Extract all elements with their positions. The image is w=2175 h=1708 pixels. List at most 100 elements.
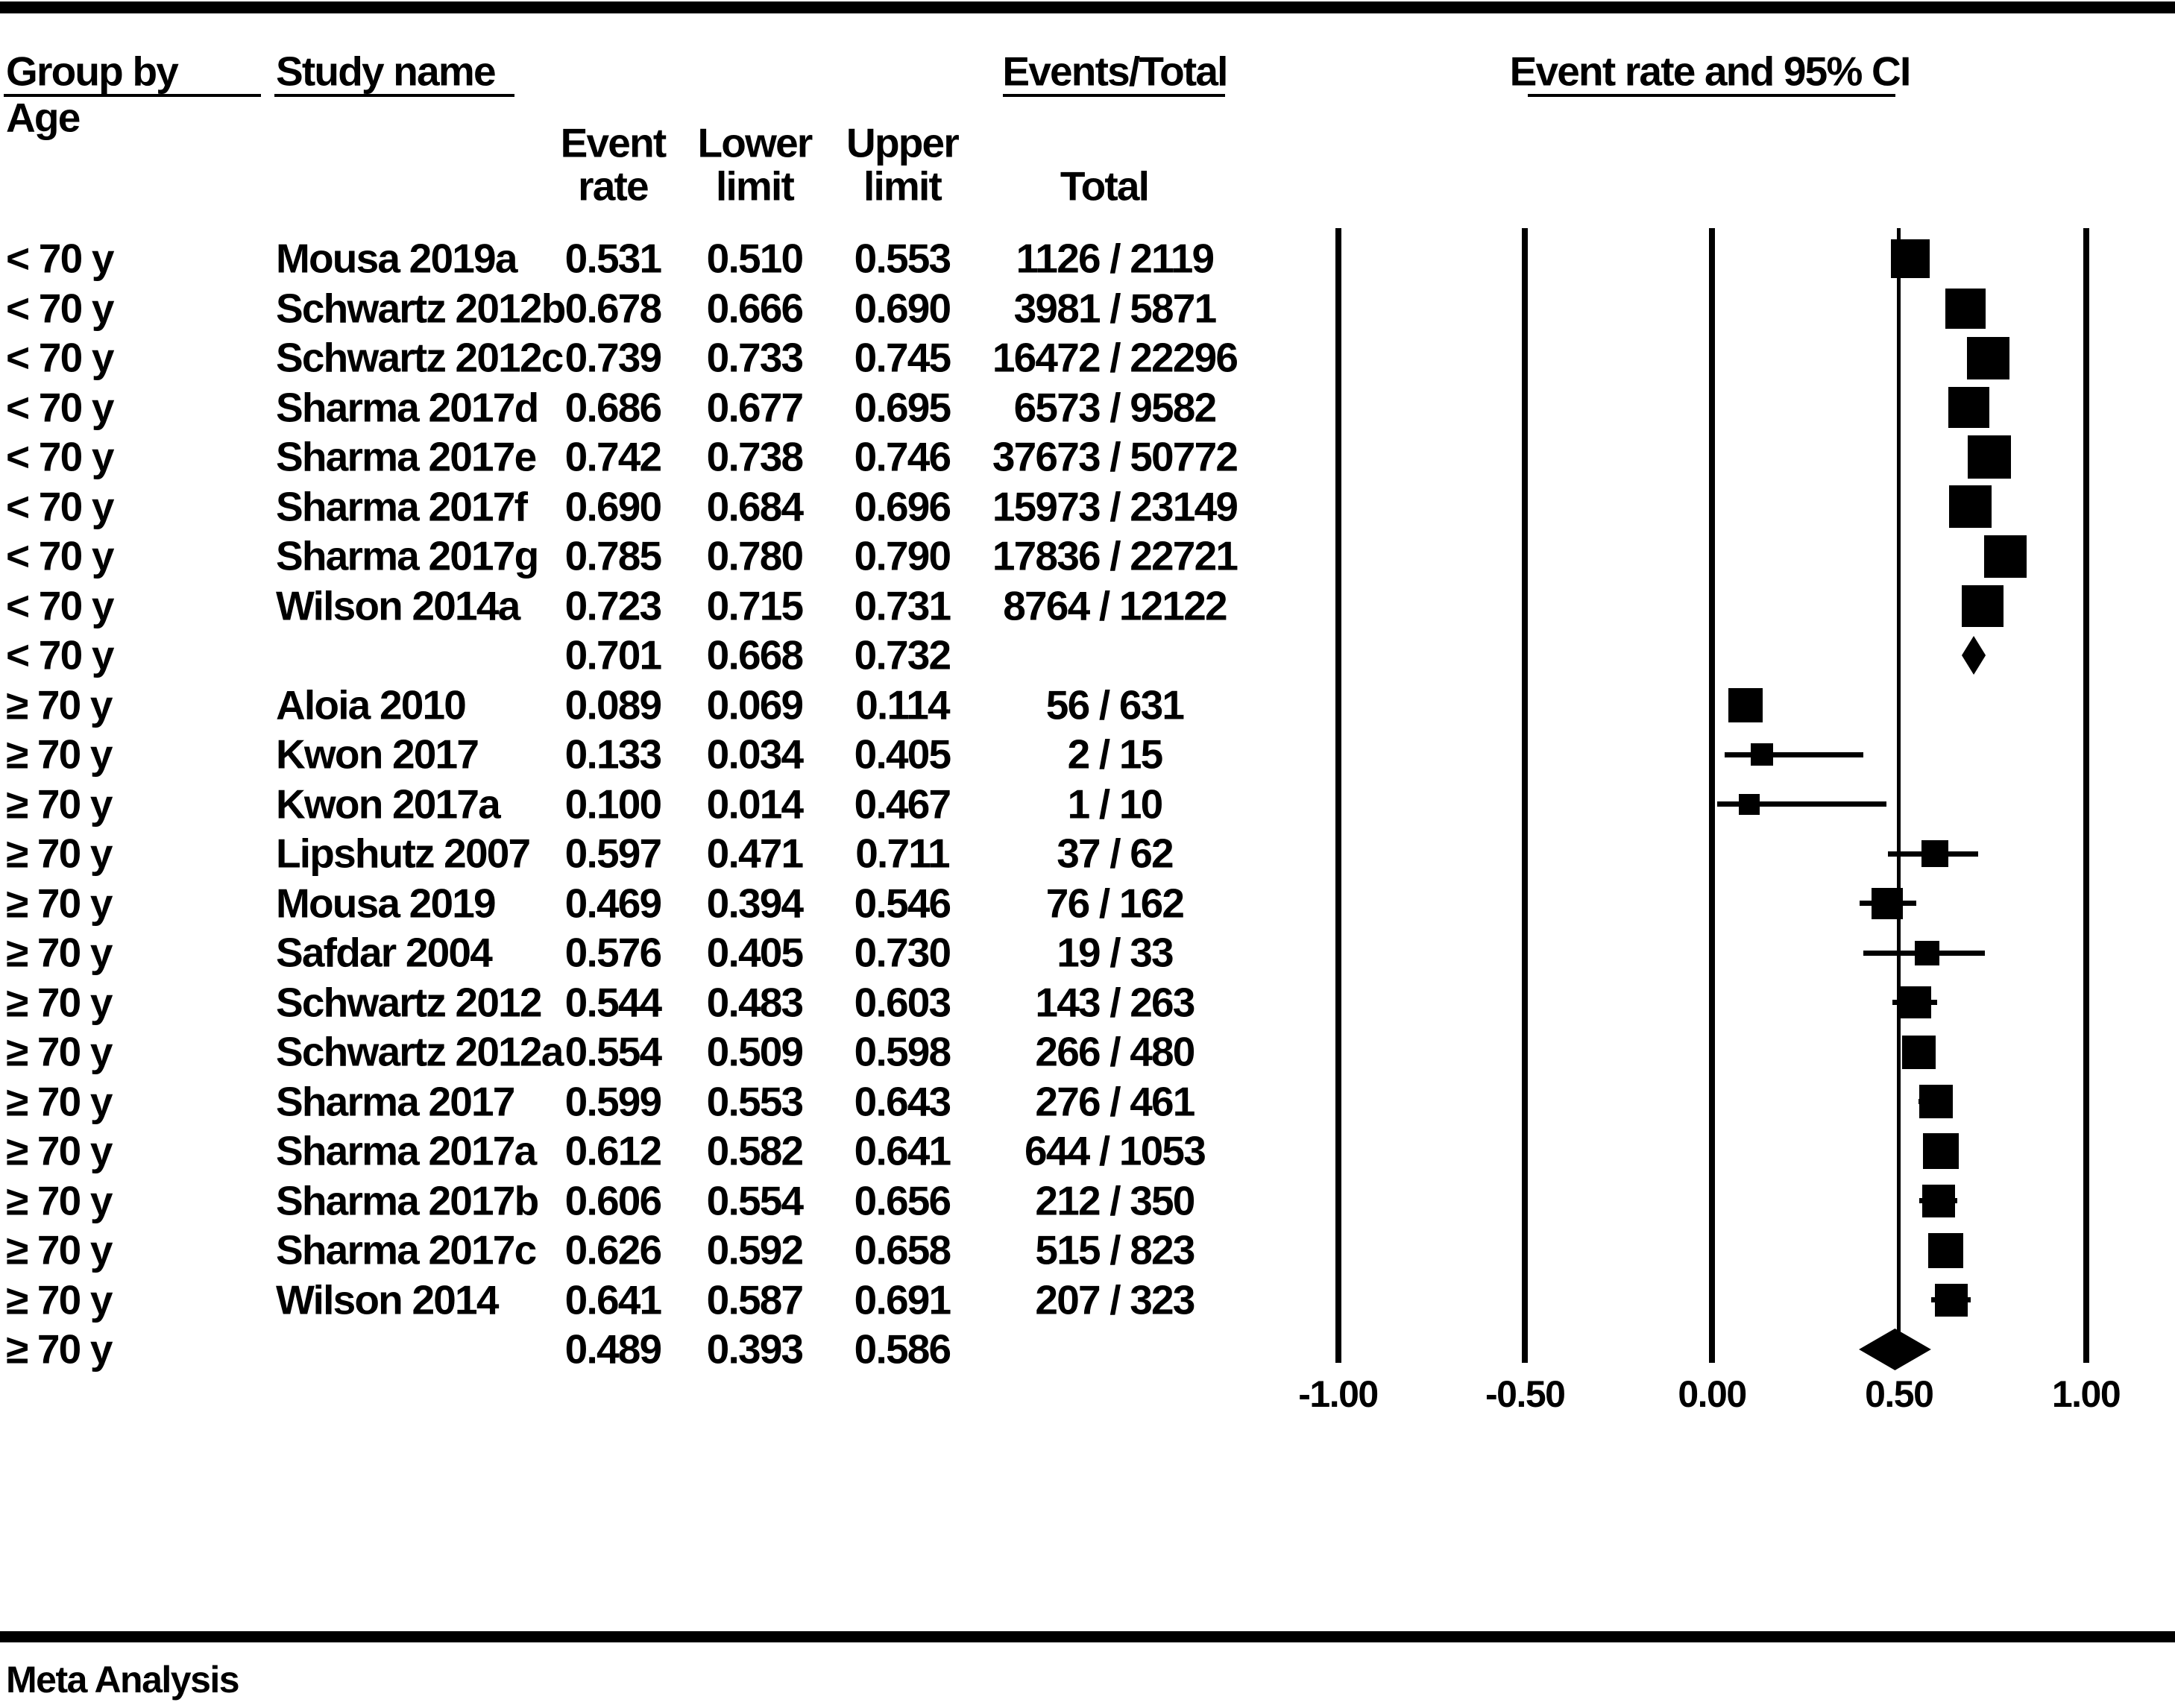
point-estimate-square — [1915, 940, 1940, 965]
row-group-label: < 70 y — [6, 532, 114, 579]
point-estimate-square — [1948, 387, 1989, 428]
row-group-label: ≥ 70 y — [6, 1028, 113, 1075]
cell-event-rate: 0.678 — [564, 285, 662, 331]
row-group-label: < 70 y — [6, 483, 114, 529]
row-study-name: Wilson 2014a — [276, 582, 520, 628]
cell-event-rate: 0.554 — [564, 1028, 662, 1075]
row-group-label: ≥ 70 y — [6, 681, 113, 728]
point-estimate-square — [1928, 1232, 1964, 1268]
row-group-label: ≥ 70 y — [6, 1326, 113, 1373]
gridline-0.50 — [1897, 228, 1901, 1363]
cell-events-total: 6573 / 9582 — [1013, 384, 1218, 430]
row-group-label: ≥ 70 y — [6, 830, 113, 877]
cell-upper-limit: 0.790 — [854, 532, 951, 579]
cell-lower-limit: 0.677 — [706, 384, 804, 430]
cell-events-total: 266 / 480 — [1035, 1028, 1195, 1075]
header-study-name-underline — [274, 94, 514, 97]
cell-lower-limit: 0.553 — [706, 1078, 804, 1124]
row-group-label: ≥ 70 y — [6, 731, 113, 778]
row-study-name: Sharma 2017b — [276, 1177, 539, 1223]
cell-event-rate: 0.690 — [564, 483, 662, 529]
point-estimate-square — [1899, 986, 1932, 1018]
cell-event-rate: 0.626 — [564, 1226, 662, 1273]
cell-events-total: 1126 / 2119 — [1016, 235, 1215, 282]
top-rule — [0, 1, 2175, 13]
row-study-name: Aloia 2010 — [276, 681, 467, 728]
point-estimate-square — [1750, 743, 1773, 766]
row-group-label: ≥ 70 y — [6, 929, 113, 976]
header-event-line2: rate — [578, 163, 649, 209]
ci-whisker — [1725, 751, 1864, 757]
cell-event-rate: 0.612 — [564, 1127, 662, 1174]
cell-lower-limit: 0.483 — [706, 979, 804, 1025]
cell-lower-limit: 0.405 — [706, 929, 804, 976]
cell-lower-limit: 0.509 — [706, 1028, 804, 1075]
cell-upper-limit: 0.732 — [854, 631, 951, 678]
cell-lower-limit: 0.684 — [706, 483, 804, 529]
axis-tick-label: 0.50 — [1865, 1373, 1934, 1415]
cell-events-total: 19 / 33 — [1057, 929, 1174, 976]
cell-event-rate: 0.599 — [564, 1078, 662, 1124]
header-event-line1: Event — [560, 119, 667, 166]
point-estimate-square — [1945, 288, 1986, 329]
cell-events-total: 76 / 162 — [1045, 880, 1185, 926]
cell-lower-limit: 0.780 — [706, 532, 804, 579]
point-estimate-square — [1935, 1283, 1968, 1317]
cell-lower-limit: 0.666 — [706, 285, 804, 331]
cell-upper-limit: 0.658 — [854, 1226, 951, 1273]
row-study-name: Sharma 2017c — [276, 1226, 537, 1273]
cell-event-rate: 0.785 — [564, 532, 662, 579]
cell-upper-limit: 0.695 — [854, 384, 951, 430]
point-estimate-square — [1891, 239, 1930, 278]
gridline-1.00 — [2083, 228, 2089, 1363]
cell-upper-limit: 0.656 — [854, 1177, 951, 1223]
cell-events-total: 37673 / 50772 — [992, 433, 1238, 480]
header-lower-line1: Lower — [697, 119, 813, 166]
cell-upper-limit: 0.711 — [855, 830, 950, 877]
cell-lower-limit: 0.510 — [706, 235, 804, 282]
row-group-label: ≥ 70 y — [6, 1276, 113, 1323]
cell-events-total: 17836 / 22721 — [992, 532, 1238, 579]
row-study-name: Wilson 2014 — [276, 1276, 499, 1323]
cell-lower-limit: 0.668 — [706, 631, 804, 678]
row-group-label: < 70 y — [6, 384, 114, 430]
cell-upper-limit: 0.603 — [854, 979, 951, 1025]
gridline-0.00 — [1709, 228, 1715, 1363]
cell-events-total: 15973 / 23149 — [992, 483, 1238, 529]
cell-event-rate: 0.742 — [564, 433, 662, 480]
header-group-by-sub: Age — [6, 94, 81, 141]
cell-events-total: 3981 / 5871 — [1013, 285, 1218, 331]
cell-lower-limit: 0.587 — [706, 1276, 804, 1323]
header-group-by: Group by — [6, 48, 179, 95]
meta-analysis-label: Meta Analysis — [6, 1659, 240, 1701]
summary-diamond — [1859, 1329, 1931, 1370]
cell-lower-limit: 0.733 — [706, 334, 804, 381]
row-study-name: Schwartz 2012b — [276, 285, 566, 331]
row-study-name: Sharma 2017d — [276, 384, 539, 430]
point-estimate-square — [1739, 793, 1760, 815]
cell-events-total: 276 / 461 — [1035, 1078, 1195, 1124]
cell-events-total: 8764 / 12122 — [1003, 582, 1227, 628]
header-events-total-underline — [1003, 94, 1225, 97]
header-group-by-underline — [4, 94, 261, 97]
cell-upper-limit: 0.731 — [854, 582, 951, 628]
axis-tick-label: -1.00 — [1298, 1373, 1379, 1415]
point-estimate-square — [1967, 336, 2010, 379]
row-study-name: Safdar 2004 — [276, 929, 493, 976]
row-study-name: Mousa 2019 — [276, 880, 497, 926]
cell-upper-limit: 0.696 — [854, 483, 951, 529]
cell-upper-limit: 0.690 — [854, 285, 951, 331]
row-group-label: < 70 y — [6, 582, 114, 628]
row-group-label: < 70 y — [6, 334, 114, 381]
cell-upper-limit: 0.586 — [854, 1326, 951, 1373]
cell-lower-limit: 0.394 — [706, 880, 804, 926]
cell-event-rate: 0.641 — [564, 1276, 662, 1323]
row-group-label: < 70 y — [6, 433, 114, 480]
row-group-label: < 70 y — [6, 235, 114, 282]
cell-lower-limit: 0.069 — [706, 681, 804, 728]
point-estimate-square — [1984, 535, 2027, 578]
cell-event-rate: 0.544 — [564, 979, 662, 1025]
cell-upper-limit: 0.546 — [854, 880, 951, 926]
header-ci: Event rate and 95% CI — [1509, 48, 1912, 95]
cell-lower-limit: 0.034 — [706, 731, 804, 778]
